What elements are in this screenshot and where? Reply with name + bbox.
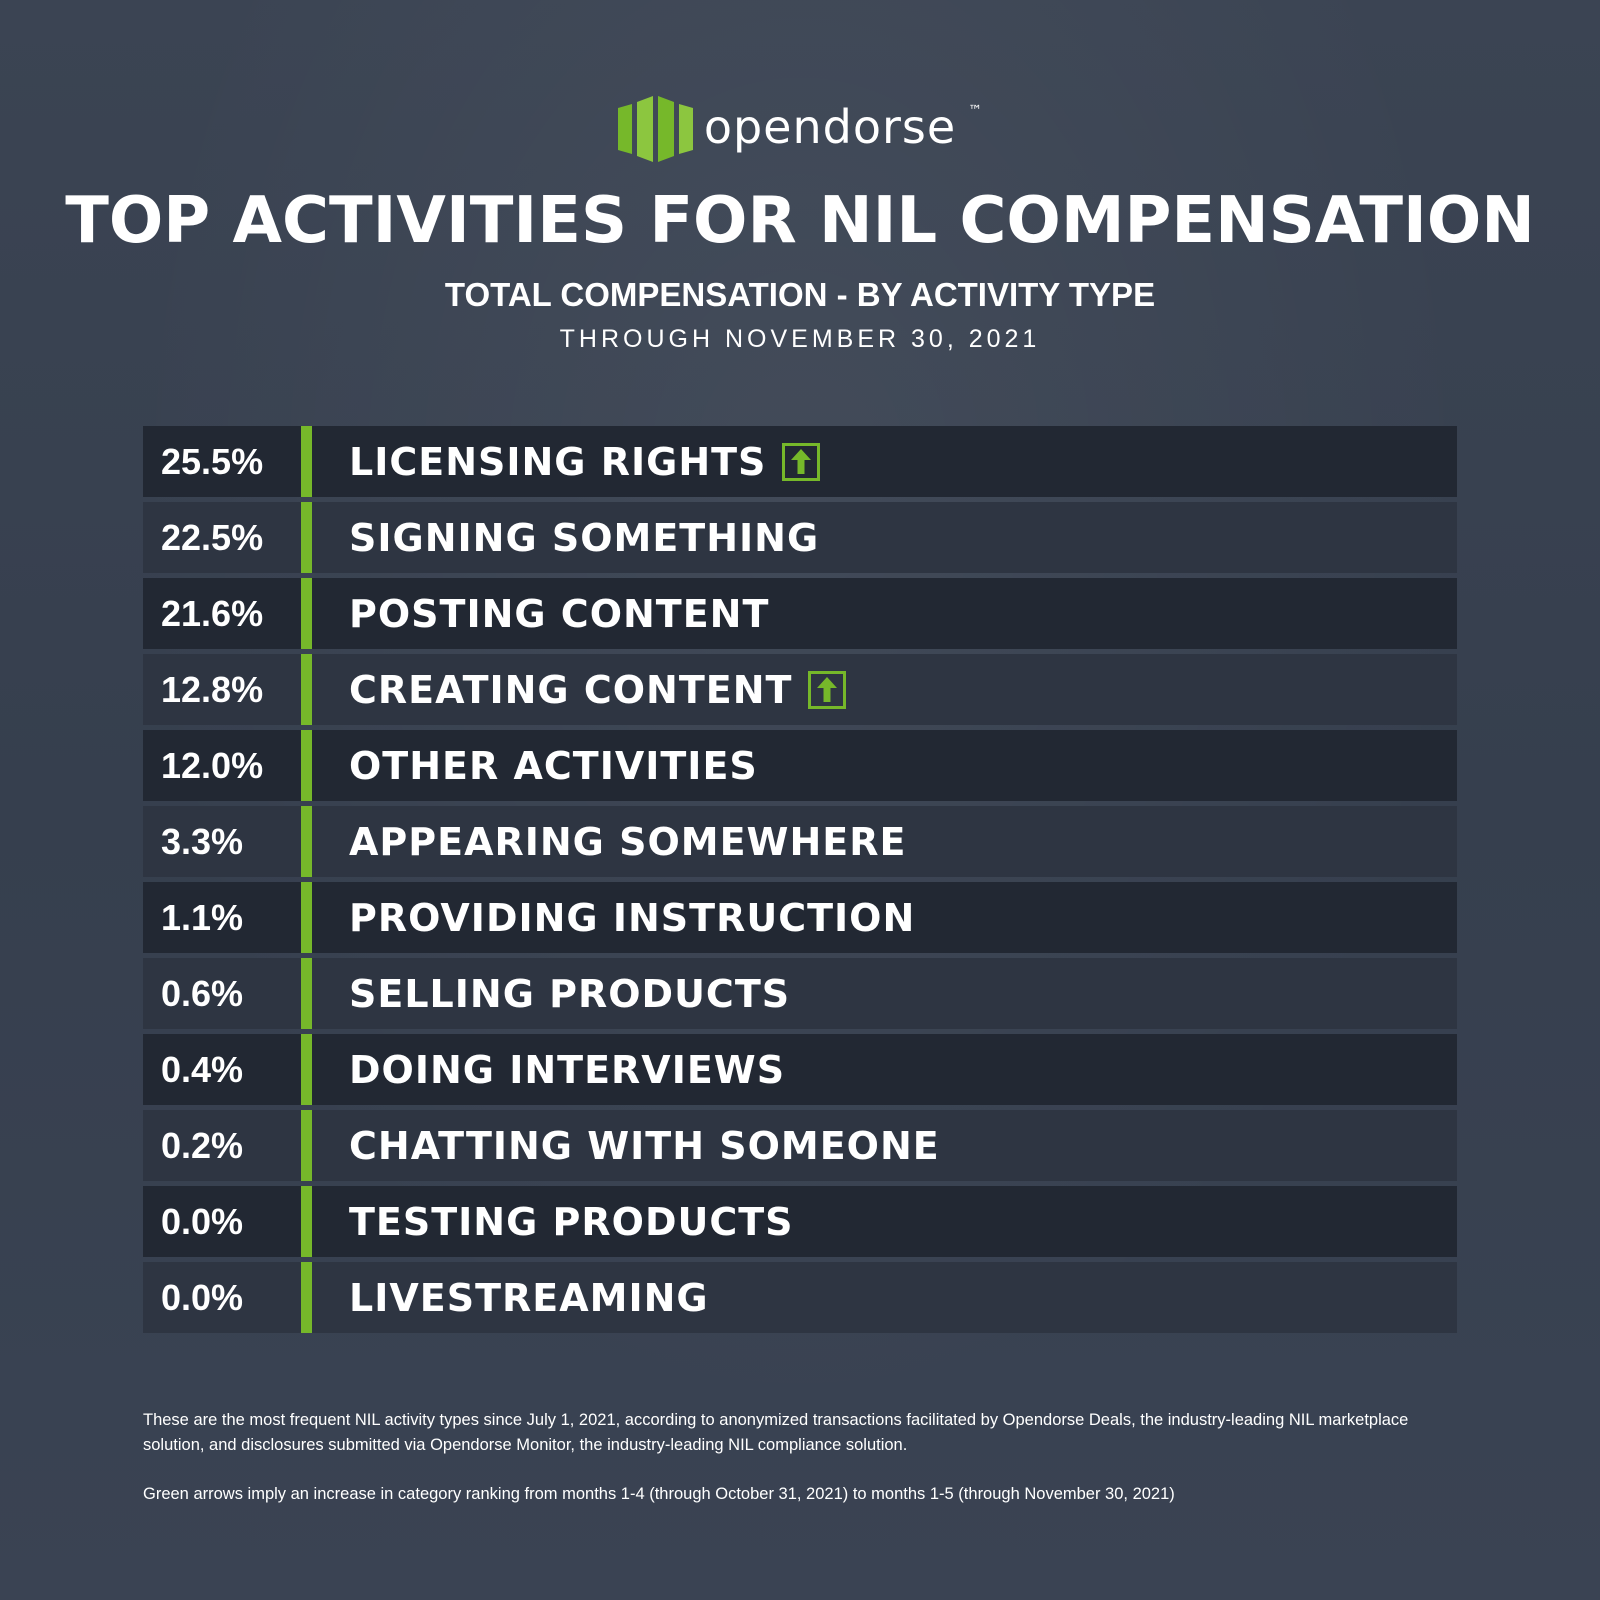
row-activity-label: CHATTING WITH SOMEONE (349, 1123, 940, 1168)
date-range: THROUGH NOVEMBER 30, 2021 (559, 325, 1041, 353)
table-row: 0.0% LIVESTREAMING (143, 1262, 1457, 1333)
table-row: 0.4% DOING INTERVIEWS (143, 1034, 1457, 1105)
row-accent-bar (301, 882, 312, 953)
row-activity-label: APPEARING SOMEWHERE (349, 819, 907, 864)
row-activity-label: CREATING CONTENT (349, 667, 793, 712)
brand-logo: opendorse ™ (0, 96, 1600, 162)
row-activity-label: POSTING CONTENT (349, 591, 770, 636)
table-row: 0.6% SELLING PRODUCTS (143, 958, 1457, 1029)
row-accent-bar (301, 730, 312, 801)
row-accent-bar (301, 426, 312, 497)
row-percent: 21.6% (161, 592, 264, 634)
table-row: 0.2% CHATTING WITH SOMEONE (143, 1110, 1457, 1181)
row-activity-label: SELLING PRODUCTS (349, 971, 791, 1016)
row-accent-bar (301, 806, 312, 877)
table-row: 22.5% SIGNING SOMETHING (143, 502, 1457, 573)
table-row: 12.8% CREATING CONTENT (143, 654, 1457, 725)
table-row: 1.1% PROVIDING INSTRUCTION (143, 882, 1457, 953)
row-activity-label: DOING INTERVIEWS (349, 1047, 786, 1092)
row-activity-label: TESTING PRODUCTS (349, 1199, 794, 1244)
row-percent: 0.2% (161, 1124, 244, 1166)
opendorse-logo-icon (617, 96, 694, 162)
row-percent: 12.0% (161, 744, 264, 786)
page-title: TOP ACTIVITIES FOR NIL COMPENSATION (65, 184, 1535, 258)
table-row: 3.3% APPEARING SOMEWHERE (143, 806, 1457, 877)
row-percent: 3.3% (161, 820, 244, 862)
row-activity-label: LIVESTREAMING (349, 1275, 709, 1320)
up-arrow-icon (782, 442, 821, 481)
up-arrow-icon (808, 670, 847, 709)
table-row: 25.5% LICENSING RIGHTS (143, 426, 1457, 497)
footnote-methodology: These are the most frequent NIL activity… (143, 1411, 1409, 1454)
row-accent-bar (301, 1110, 312, 1181)
row-activity-label: OTHER ACTIVITIES (349, 743, 758, 788)
row-activity-label: SIGNING SOMETHING (349, 515, 820, 560)
page-subtitle: TOTAL COMPENSATION - BY ACTIVITY TYPE (444, 276, 1156, 313)
footnote-arrows: Green arrows imply an increase in catego… (143, 1485, 1175, 1503)
row-percent: 1.1% (161, 896, 244, 938)
row-percent: 25.5% (161, 440, 264, 482)
row-percent: 0.0% (161, 1200, 244, 1242)
row-percent: 0.6% (161, 972, 244, 1014)
row-percent: 0.0% (161, 1276, 244, 1318)
table-row: 12.0% OTHER ACTIVITIES (143, 730, 1457, 801)
row-accent-bar (301, 578, 312, 649)
row-accent-bar (301, 1186, 312, 1257)
row-activity-label: PROVIDING INSTRUCTION (349, 895, 916, 940)
row-accent-bar (301, 654, 312, 725)
row-percent: 22.5% (161, 516, 264, 558)
row-accent-bar (301, 502, 312, 573)
table-row: 0.0% TESTING PRODUCTS (143, 1186, 1457, 1257)
row-accent-bar (301, 1034, 312, 1105)
row-accent-bar (301, 1262, 312, 1333)
row-percent: 0.4% (161, 1048, 244, 1090)
row-activity-label: LICENSING RIGHTS (349, 439, 767, 484)
trademark-symbol: ™ (968, 103, 983, 119)
brand-name: opendorse (703, 100, 957, 154)
row-percent: 12.8% (161, 668, 264, 710)
row-accent-bar (301, 958, 312, 1029)
table-row: 21.6% POSTING CONTENT (143, 578, 1457, 649)
activity-table: 25.5% LICENSING RIGHTS 22.5% SIGNING SOMETH… (143, 426, 1457, 1338)
